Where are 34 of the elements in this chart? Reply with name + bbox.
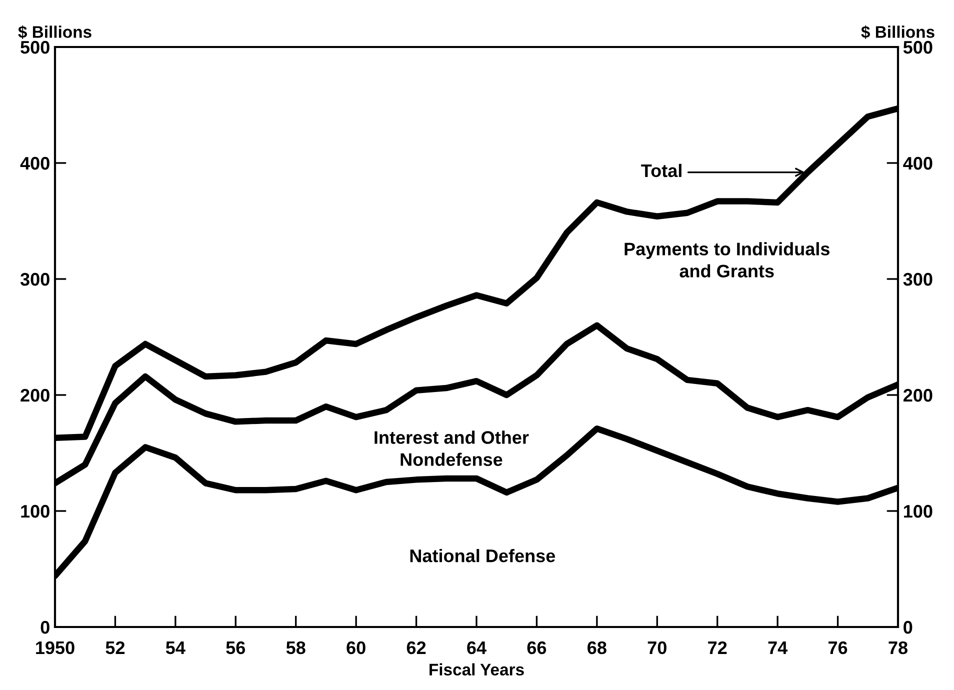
y2-tick-label: 200 [903,388,932,402]
y-tick-label: 300 [20,272,50,286]
y-tick-label: 200 [20,388,50,402]
x-tick-label: 68 [588,641,606,654]
y-axis-title: $ Billions [18,25,92,39]
x-tick-label: 78 [888,641,908,654]
y2-tick-label: 100 [904,504,932,518]
y2-tick-label: 500 [903,40,932,54]
y2-tick-label: 300 [903,272,932,286]
x-tick-label: 52 [106,641,125,654]
annotation: National Defense [410,548,556,562]
y2-tick-label: 400 [903,156,932,170]
x-tick-label: 58 [286,641,306,654]
annotation: Interest and Other Nondefense [374,430,529,466]
x-tick-label: 66 [527,641,546,654]
y2-axis-title: $ Billions [861,25,934,39]
y2-tick-label: 0 [904,620,912,634]
x-tick-label: 74 [768,642,788,654]
y-tick-label: 500 [20,40,50,54]
x-tick-label: 60 [346,641,366,654]
y-tick-label: 100 [21,504,50,518]
annotation: Total [641,164,682,178]
y-tick-label: 400 [20,156,50,170]
y-tick-label: 0 [40,620,50,634]
x-tick-label: 56 [226,641,246,654]
x-tick-label: 76 [828,641,848,654]
annotation: Payments to Individuals and Grants [624,242,830,278]
x-tick-label: 64 [467,641,486,654]
x-tick-label: 62 [406,641,426,654]
x-tick-label: 72 [708,641,727,654]
x-tick-label: 70 [648,641,666,654]
x-tick-label: 54 [166,642,186,654]
x-axis-title: Fiscal Years [430,663,524,676]
x-tick-label: 1950 [36,641,74,654]
